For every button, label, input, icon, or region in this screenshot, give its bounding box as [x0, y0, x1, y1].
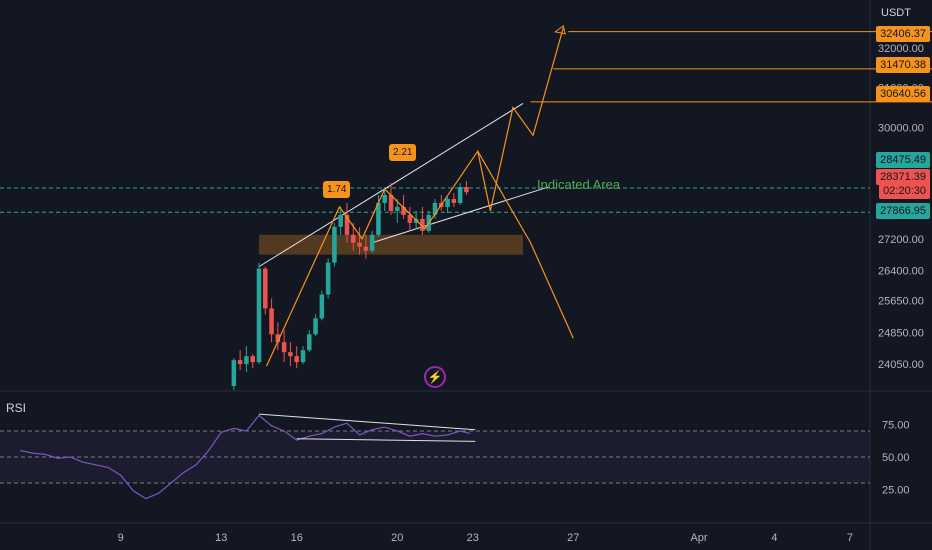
candle-body [313, 318, 318, 335]
rsi-line [19, 414, 471, 500]
candle-body [256, 268, 262, 363]
candle-body [401, 206, 406, 215]
rsi-trend-upper [258, 413, 476, 431]
time-tick-label: 13 [215, 532, 227, 544]
currency-label: USDT [881, 7, 911, 19]
price-tick-label: 26400.00 [878, 266, 924, 278]
price-tick-label: 27200.00 [878, 234, 924, 246]
candle-body [300, 350, 306, 363]
price-tick-label: 25650.00 [878, 295, 924, 307]
candle-body [307, 334, 312, 351]
lightning-icon[interactable]: ⚡ [424, 366, 446, 388]
price-tick-label: 32000.00 [878, 43, 924, 55]
channel-lower-line [371, 186, 549, 244]
demand-zone [258, 234, 524, 255]
candle-body [269, 308, 274, 335]
candle-body [344, 214, 350, 235]
candle-body [382, 195, 387, 203]
candle-body [294, 356, 299, 363]
time-tick-label: 7 [847, 532, 853, 544]
target-tag-1: 32406.37 [876, 26, 930, 42]
candle-body [244, 356, 249, 365]
candle-body [357, 242, 362, 247]
candle-body [395, 206, 400, 211]
candle-body [420, 218, 425, 231]
fib-label-2: 2.21 [389, 144, 417, 161]
lower-level-tag: 27866.95 [876, 203, 930, 219]
time-tick-label: 4 [771, 532, 777, 544]
projection-path-down [477, 150, 574, 339]
countdown-tag: 02:20:30 [879, 183, 930, 199]
candle-body [432, 202, 438, 215]
candle-body [231, 360, 237, 387]
candle-body [338, 214, 343, 227]
time-tick-label: 23 [467, 532, 479, 544]
time-tick-label: 27 [567, 532, 579, 544]
candle-body [388, 195, 394, 211]
time-tick-label: 20 [391, 532, 403, 544]
projection-path-up [265, 27, 564, 367]
candle-body [263, 268, 268, 309]
candle-body [407, 214, 413, 223]
price-tick-label: 24850.00 [878, 327, 924, 339]
upper-level-tag: 28475.49 [876, 152, 930, 168]
projection-arrow-head [554, 25, 566, 35]
price-tick-label: 30000.00 [878, 122, 924, 134]
candle-body [369, 234, 375, 251]
candle-body [445, 198, 450, 207]
candle-body [325, 262, 331, 295]
candle-body [275, 334, 281, 343]
rsi-tick-label: 50.00 [882, 452, 910, 464]
current-price-tag: 28371.39 [876, 169, 930, 185]
time-tick-label: Apr [690, 532, 707, 544]
target-tag-3: 30640.56 [876, 86, 930, 102]
candle-body [464, 187, 469, 193]
price-tick-label: 24050.00 [878, 359, 924, 371]
indicated-area-label: Indicated Area [537, 177, 621, 192]
target-tag-2: 31470.38 [876, 57, 930, 73]
time-tick-label: 9 [118, 532, 124, 544]
rsi-trend-lower [296, 438, 476, 442]
candle-body [457, 187, 463, 203]
fib-label-1: 1.74 [323, 181, 351, 198]
candle-body [451, 198, 457, 203]
candle-body [351, 234, 356, 243]
rsi-tick-label: 75.00 [882, 420, 910, 432]
candle-body [237, 360, 243, 365]
candle-body [250, 356, 255, 363]
rsi-tick-label: 25.00 [882, 485, 910, 497]
candle-body [281, 342, 287, 353]
candle-body [376, 202, 381, 235]
candle-body [332, 226, 337, 263]
candle-body [363, 246, 369, 251]
rsi-title[interactable]: RSI [6, 401, 27, 415]
candle-body [319, 294, 325, 319]
time-tick-label: 16 [291, 532, 303, 544]
candle-body [288, 352, 293, 357]
